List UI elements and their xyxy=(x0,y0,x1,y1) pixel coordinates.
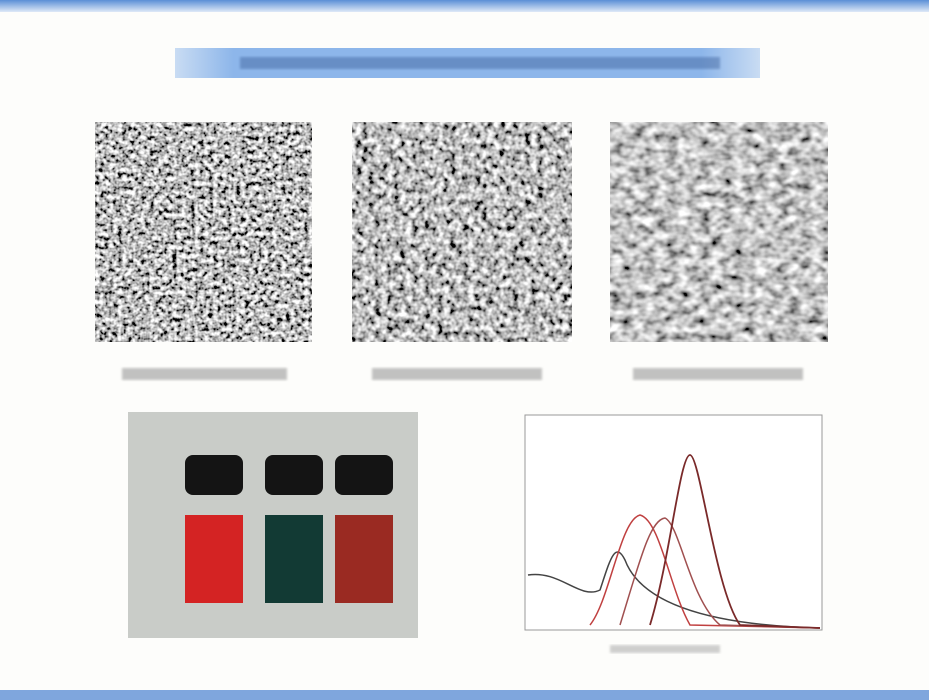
caption-blur xyxy=(633,368,803,380)
caption-blur xyxy=(372,368,542,380)
top-band xyxy=(0,0,929,12)
caption-blur xyxy=(122,368,287,380)
spectrum-plot xyxy=(525,415,822,653)
title-text-blur xyxy=(240,57,720,69)
sem-image xyxy=(95,122,312,342)
sem-image xyxy=(610,122,828,342)
bottom-band xyxy=(0,690,929,700)
slide-canvas xyxy=(0,0,929,700)
slide xyxy=(0,0,929,700)
sem-image xyxy=(352,122,572,342)
vial-photo xyxy=(128,412,418,638)
